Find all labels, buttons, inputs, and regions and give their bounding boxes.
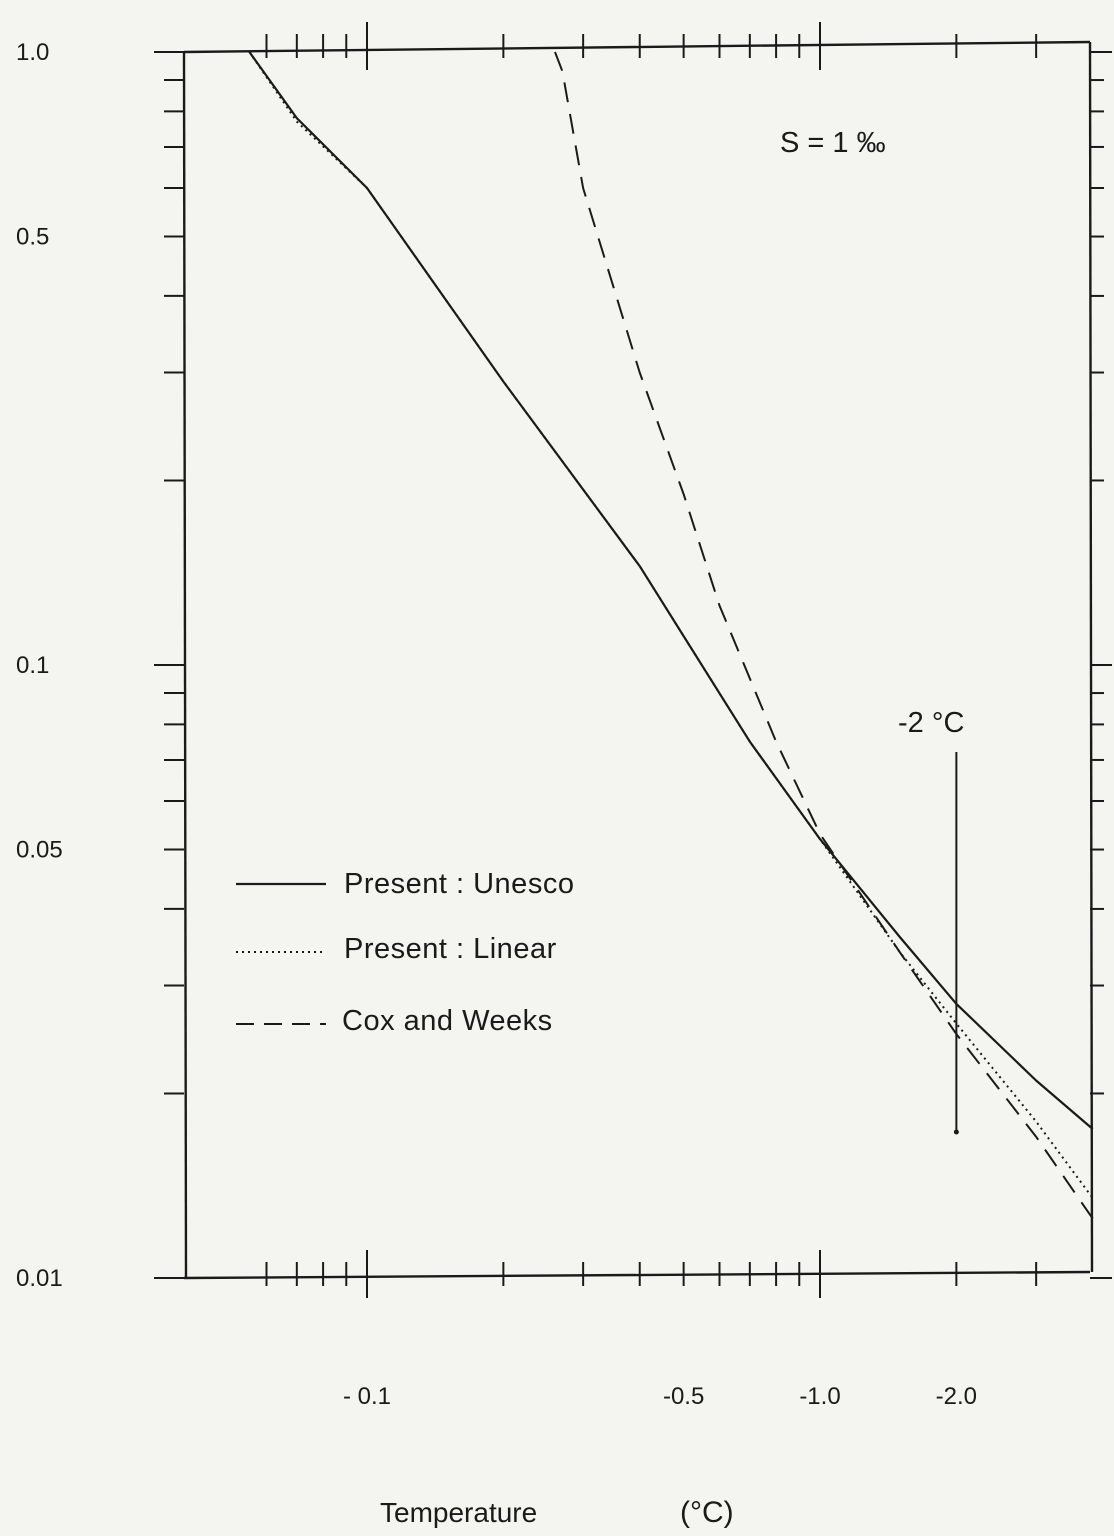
x-tick-label: -1.0	[799, 1383, 840, 1410]
series-line-0	[248, 51, 1094, 1130]
frame-top	[183, 40, 1091, 54]
y-tick-label: 0.5	[16, 224, 49, 251]
x-tick-label: - 0.1	[343, 1383, 391, 1410]
plot-frame	[182, 40, 1094, 1280]
axis-tick-labels: 1.0 0.5 0.1 0.05 0.01 - 0.1 -0.5 -1.0 -2.0	[16, 39, 977, 1410]
y-tick-label: 0.05	[16, 837, 63, 864]
x-tick-label: -0.5	[663, 1383, 704, 1410]
frame-right	[1088, 41, 1094, 1273]
legend-label-cox-weeks: Cox and Weeks	[342, 1005, 553, 1037]
x-axis-unit: (°C)	[680, 1496, 734, 1529]
x-axis-title: Temperature	[380, 1497, 537, 1528]
temperature-marker	[953, 752, 959, 1135]
axis-ticks	[154, 22, 1112, 1298]
legend-label-unesco: Present : Unesco	[344, 868, 574, 900]
y-tick-label: 1.0	[16, 39, 49, 66]
y-tick-label: 0.1	[16, 652, 49, 679]
legend: Present : Unesco Present : Linear Cox an…	[236, 868, 574, 1037]
x-tick-label: -2.0	[936, 1383, 977, 1410]
frame-left	[182, 51, 188, 1279]
series-lines	[248, 51, 1094, 1220]
marker-end-dot	[953, 1129, 959, 1135]
y-tick-label: 0.01	[16, 1265, 63, 1292]
marker-label: -2 °C	[898, 707, 964, 739]
frame-bottom	[183, 1270, 1091, 1280]
salinity-annotation: S = 1 ‰	[780, 127, 886, 159]
legend-label-linear: Present : Linear	[344, 933, 557, 965]
series-line-2	[554, 51, 1094, 1220]
